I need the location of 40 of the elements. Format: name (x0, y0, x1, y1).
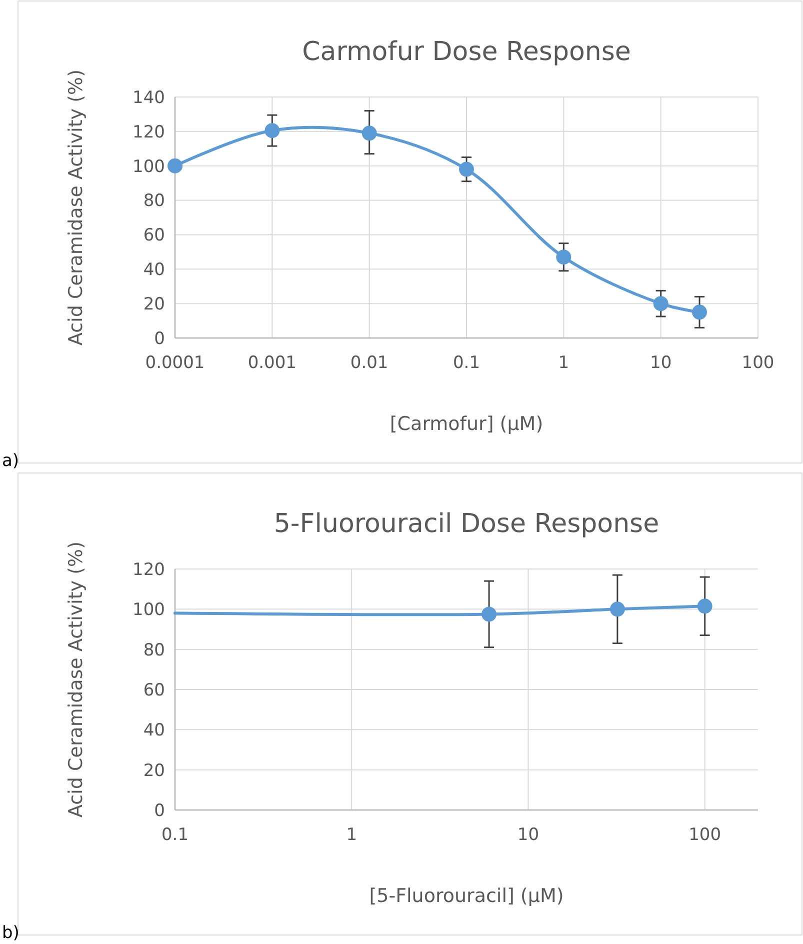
y-axis-title: Acid Ceramidase Activity (%) (65, 542, 87, 818)
y-tick-label: 60 (143, 680, 165, 700)
chart-title: Carmofur Dose Response (302, 37, 631, 67)
text: b) (2, 923, 20, 943)
y-tick-label: 20 (143, 760, 165, 781)
y-tick-label: 100 (132, 600, 165, 620)
x-tick-label: 10 (650, 353, 672, 373)
point (459, 162, 474, 177)
chart-title: 5-Fluorouracil Dose Response (274, 509, 660, 539)
point (264, 123, 280, 138)
text: a) (2, 451, 20, 471)
point (362, 126, 377, 141)
point (168, 158, 182, 174)
y-tick-label: 120 (132, 122, 165, 142)
y-tick-label: 20 (143, 294, 165, 315)
x-axis-title: [5-Fluorouracil] (µM) (369, 885, 564, 907)
x-tick-label: 0.1 (452, 353, 480, 373)
x-tick-label: 10 (517, 825, 540, 845)
y-tick-label: 60 (143, 226, 165, 246)
x-tick-label: 1 (558, 353, 570, 373)
point (556, 250, 572, 265)
y-tick-label: 80 (143, 640, 165, 660)
y-tick-label: 0 (154, 800, 165, 821)
y-tick-label: 40 (143, 260, 165, 280)
y-tick-label: 140 (132, 88, 165, 108)
x-tick-label: 1 (346, 825, 358, 845)
x-tick-label: 100 (742, 353, 774, 373)
y-tick-label: 40 (143, 720, 165, 741)
y-tick-label: 80 (143, 191, 165, 212)
y-axis-title: Acid Ceramidase Activity (%) (65, 70, 87, 346)
y-tick-label: 0 (154, 328, 165, 349)
x-tick-label: 0.1 (161, 825, 189, 845)
x-tick-label: 0.001 (248, 353, 297, 373)
x-tick-label: 0.0001 (145, 353, 205, 373)
y-tick-label: 100 (132, 156, 165, 177)
x-tick-label: 0.01 (350, 353, 388, 373)
x-axis-title: [Carmofur] (µM) (390, 413, 544, 435)
point (653, 296, 668, 312)
y-tick-label: 120 (132, 560, 165, 580)
x-tick-label: 100 (688, 825, 722, 845)
